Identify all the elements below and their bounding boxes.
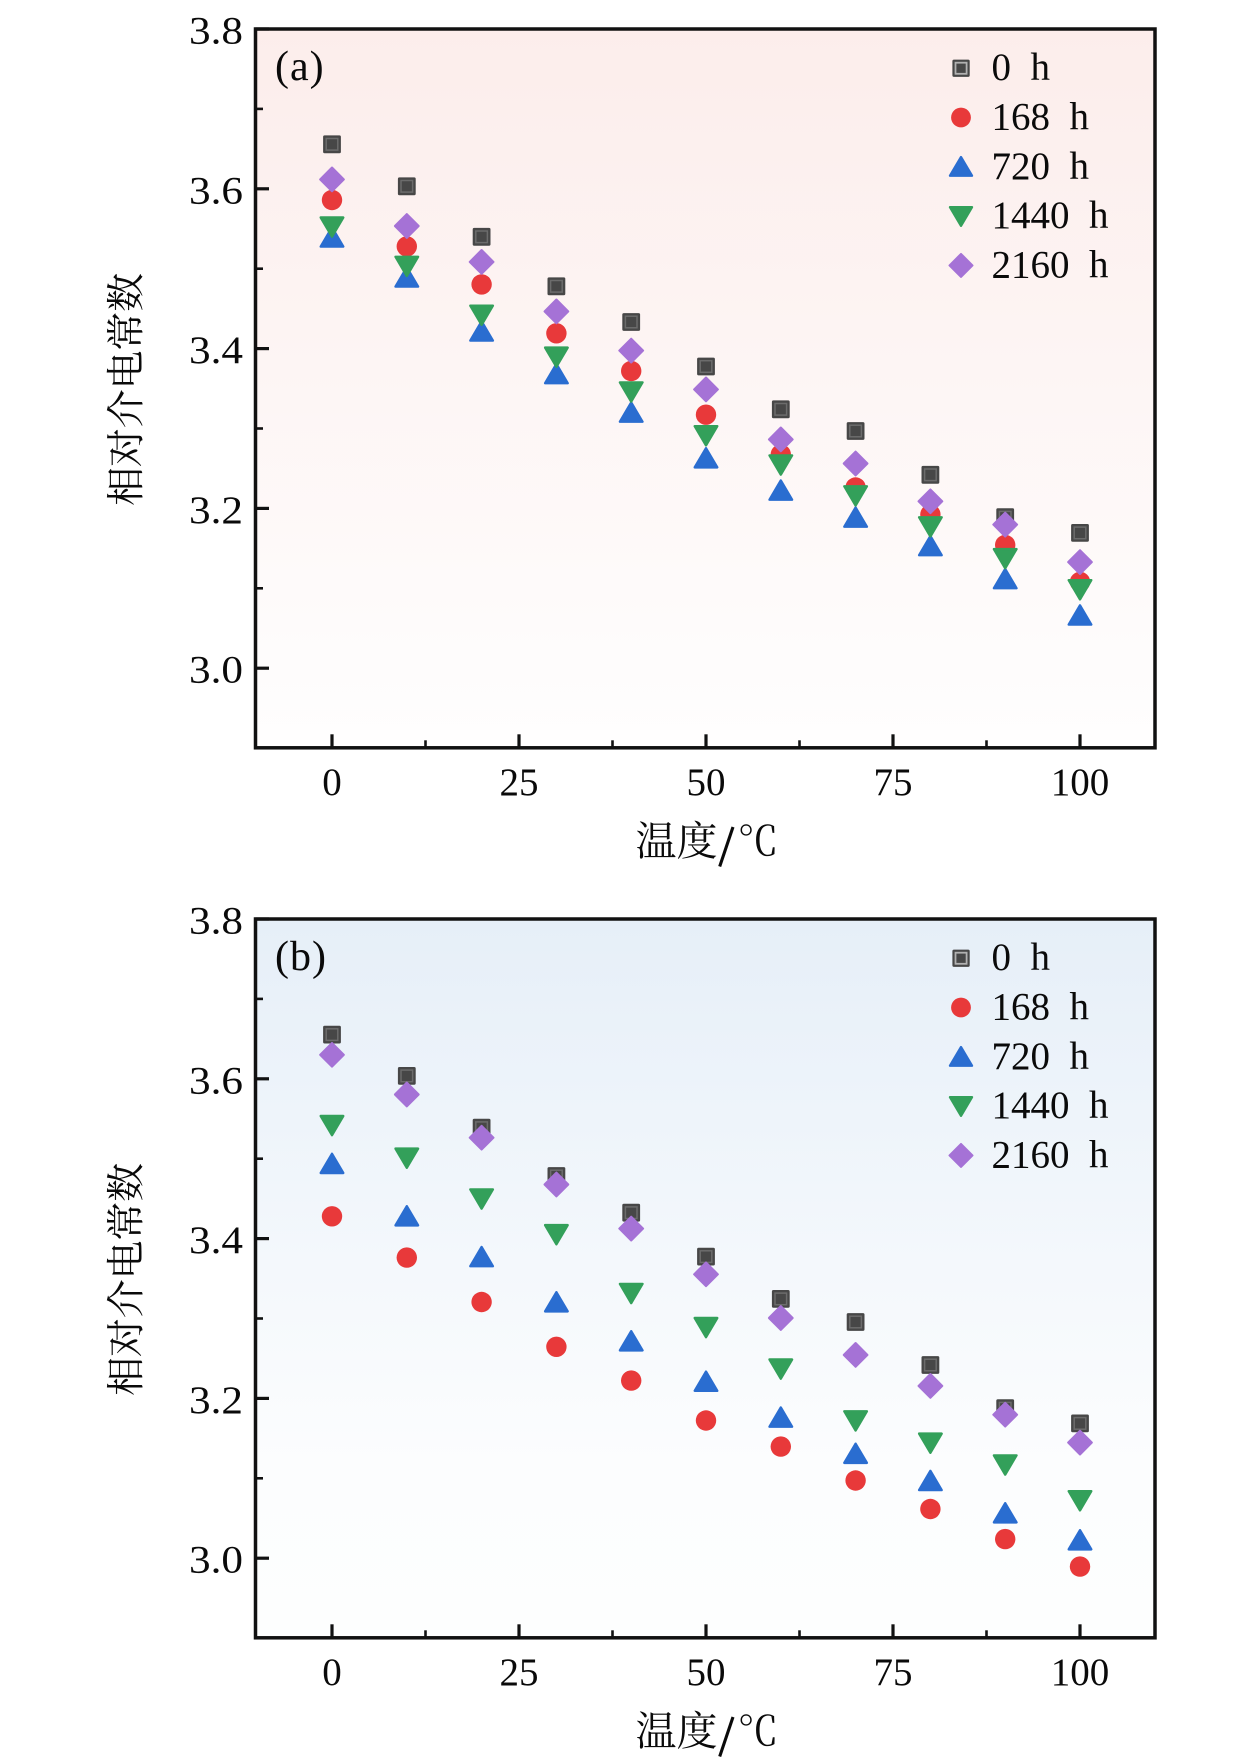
svg-text:100: 100 [1051,1651,1110,1694]
svg-text:3.8: 3.8 [189,899,243,943]
svg-text:2160 h: 2160 h [992,1133,1109,1176]
svg-text:0 h: 0 h [992,46,1051,89]
svg-text:3.4: 3.4 [189,1218,243,1262]
svg-text:3.4: 3.4 [189,328,243,372]
svg-text:168 h: 168 h [992,96,1090,139]
svg-text:1440 h: 1440 h [992,1084,1109,1127]
svg-text:720 h: 720 h [992,1035,1090,1078]
svg-text:720 h: 720 h [992,145,1090,188]
svg-text:50: 50 [687,1651,726,1694]
svg-text:50: 50 [687,761,726,804]
svg-text:0: 0 [322,761,342,804]
svg-text:3.2: 3.2 [189,1378,243,1422]
svg-text:1440 h: 1440 h [992,194,1109,237]
svg-text:100: 100 [1051,761,1110,804]
svg-text:(a): (a) [275,44,325,90]
svg-text:25: 25 [500,1651,539,1694]
svg-text:3.6: 3.6 [189,1058,243,1102]
svg-text:3.2: 3.2 [189,488,243,532]
svg-text:0: 0 [322,1651,342,1694]
svg-text:168 h: 168 h [992,986,1090,1029]
svg-text:(b): (b) [275,934,327,980]
svg-text:75: 75 [874,1651,913,1694]
svg-text:3.8: 3.8 [189,9,243,53]
svg-text:2160 h: 2160 h [992,243,1109,286]
svg-text:3.6: 3.6 [189,168,243,212]
svg-text:0 h: 0 h [992,936,1051,979]
svg-text:25: 25 [500,761,539,804]
svg-text:3.0: 3.0 [189,1538,243,1582]
svg-text:75: 75 [874,761,913,804]
svg-text:3.0: 3.0 [189,648,243,692]
